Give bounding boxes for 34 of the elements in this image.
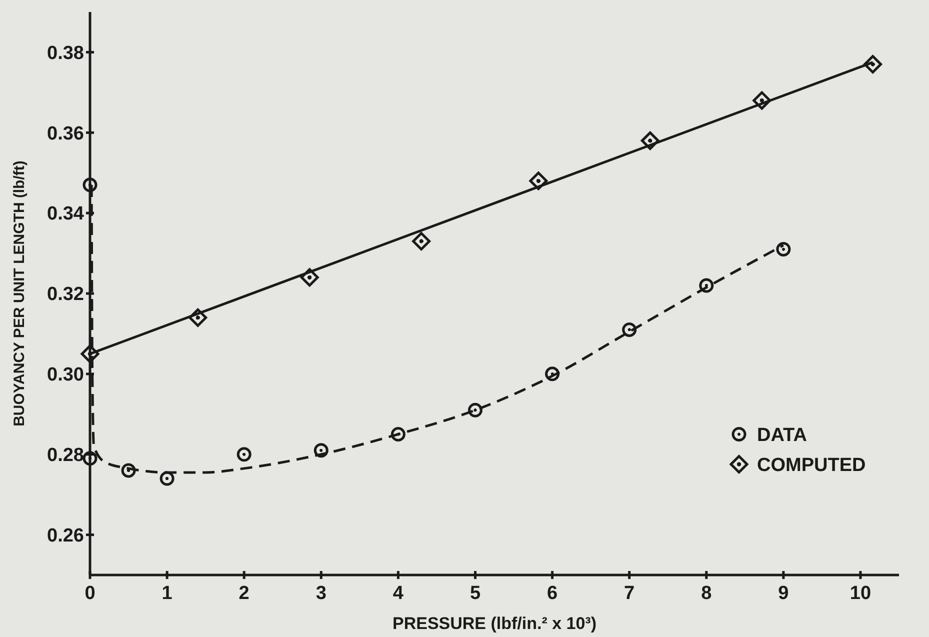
legend-label: DATA xyxy=(757,424,808,446)
y-tick-label: 0.26 xyxy=(47,525,84,546)
point xyxy=(412,232,431,250)
x-tick-label: 10 xyxy=(850,583,872,604)
point xyxy=(776,242,791,257)
point xyxy=(82,178,98,192)
y-tick-label: 0.32 xyxy=(47,284,84,306)
y-tick-label: 0.36 xyxy=(47,123,84,144)
point xyxy=(236,447,252,462)
point xyxy=(390,427,406,442)
point xyxy=(82,451,98,466)
x-tick-label: 9 xyxy=(778,583,789,604)
point xyxy=(864,55,882,74)
legend-label: COMPUTED xyxy=(757,454,866,476)
x-tick-label: 5 xyxy=(470,583,481,604)
x-tick-label: 7 xyxy=(624,583,635,604)
y-axis-title: BUOYANCY PER UNIT LENGTH (lb/ft) xyxy=(11,160,28,426)
x-tick-label: 2 xyxy=(238,583,250,604)
y-tick-label: 0.38 xyxy=(47,42,84,64)
x-tick-label: 8 xyxy=(701,583,712,604)
point xyxy=(160,471,174,486)
point xyxy=(699,278,714,293)
y-tick-label: 0.28 xyxy=(47,445,84,466)
x-tick-label: 3 xyxy=(316,583,326,604)
x-tick-label: 4 xyxy=(392,583,404,604)
x-axis-title: PRESSURE (lbf/in.² x 10³) xyxy=(392,614,597,633)
x-tick-label: 1 xyxy=(162,583,173,604)
point xyxy=(622,322,637,337)
point xyxy=(529,172,548,190)
y-tick-label: 0.34 xyxy=(47,204,84,225)
point xyxy=(468,402,482,418)
y-tick-label: 0.30 xyxy=(47,364,84,386)
x-tick-label: 0 xyxy=(84,583,96,604)
x-tick-label: 6 xyxy=(546,583,558,604)
